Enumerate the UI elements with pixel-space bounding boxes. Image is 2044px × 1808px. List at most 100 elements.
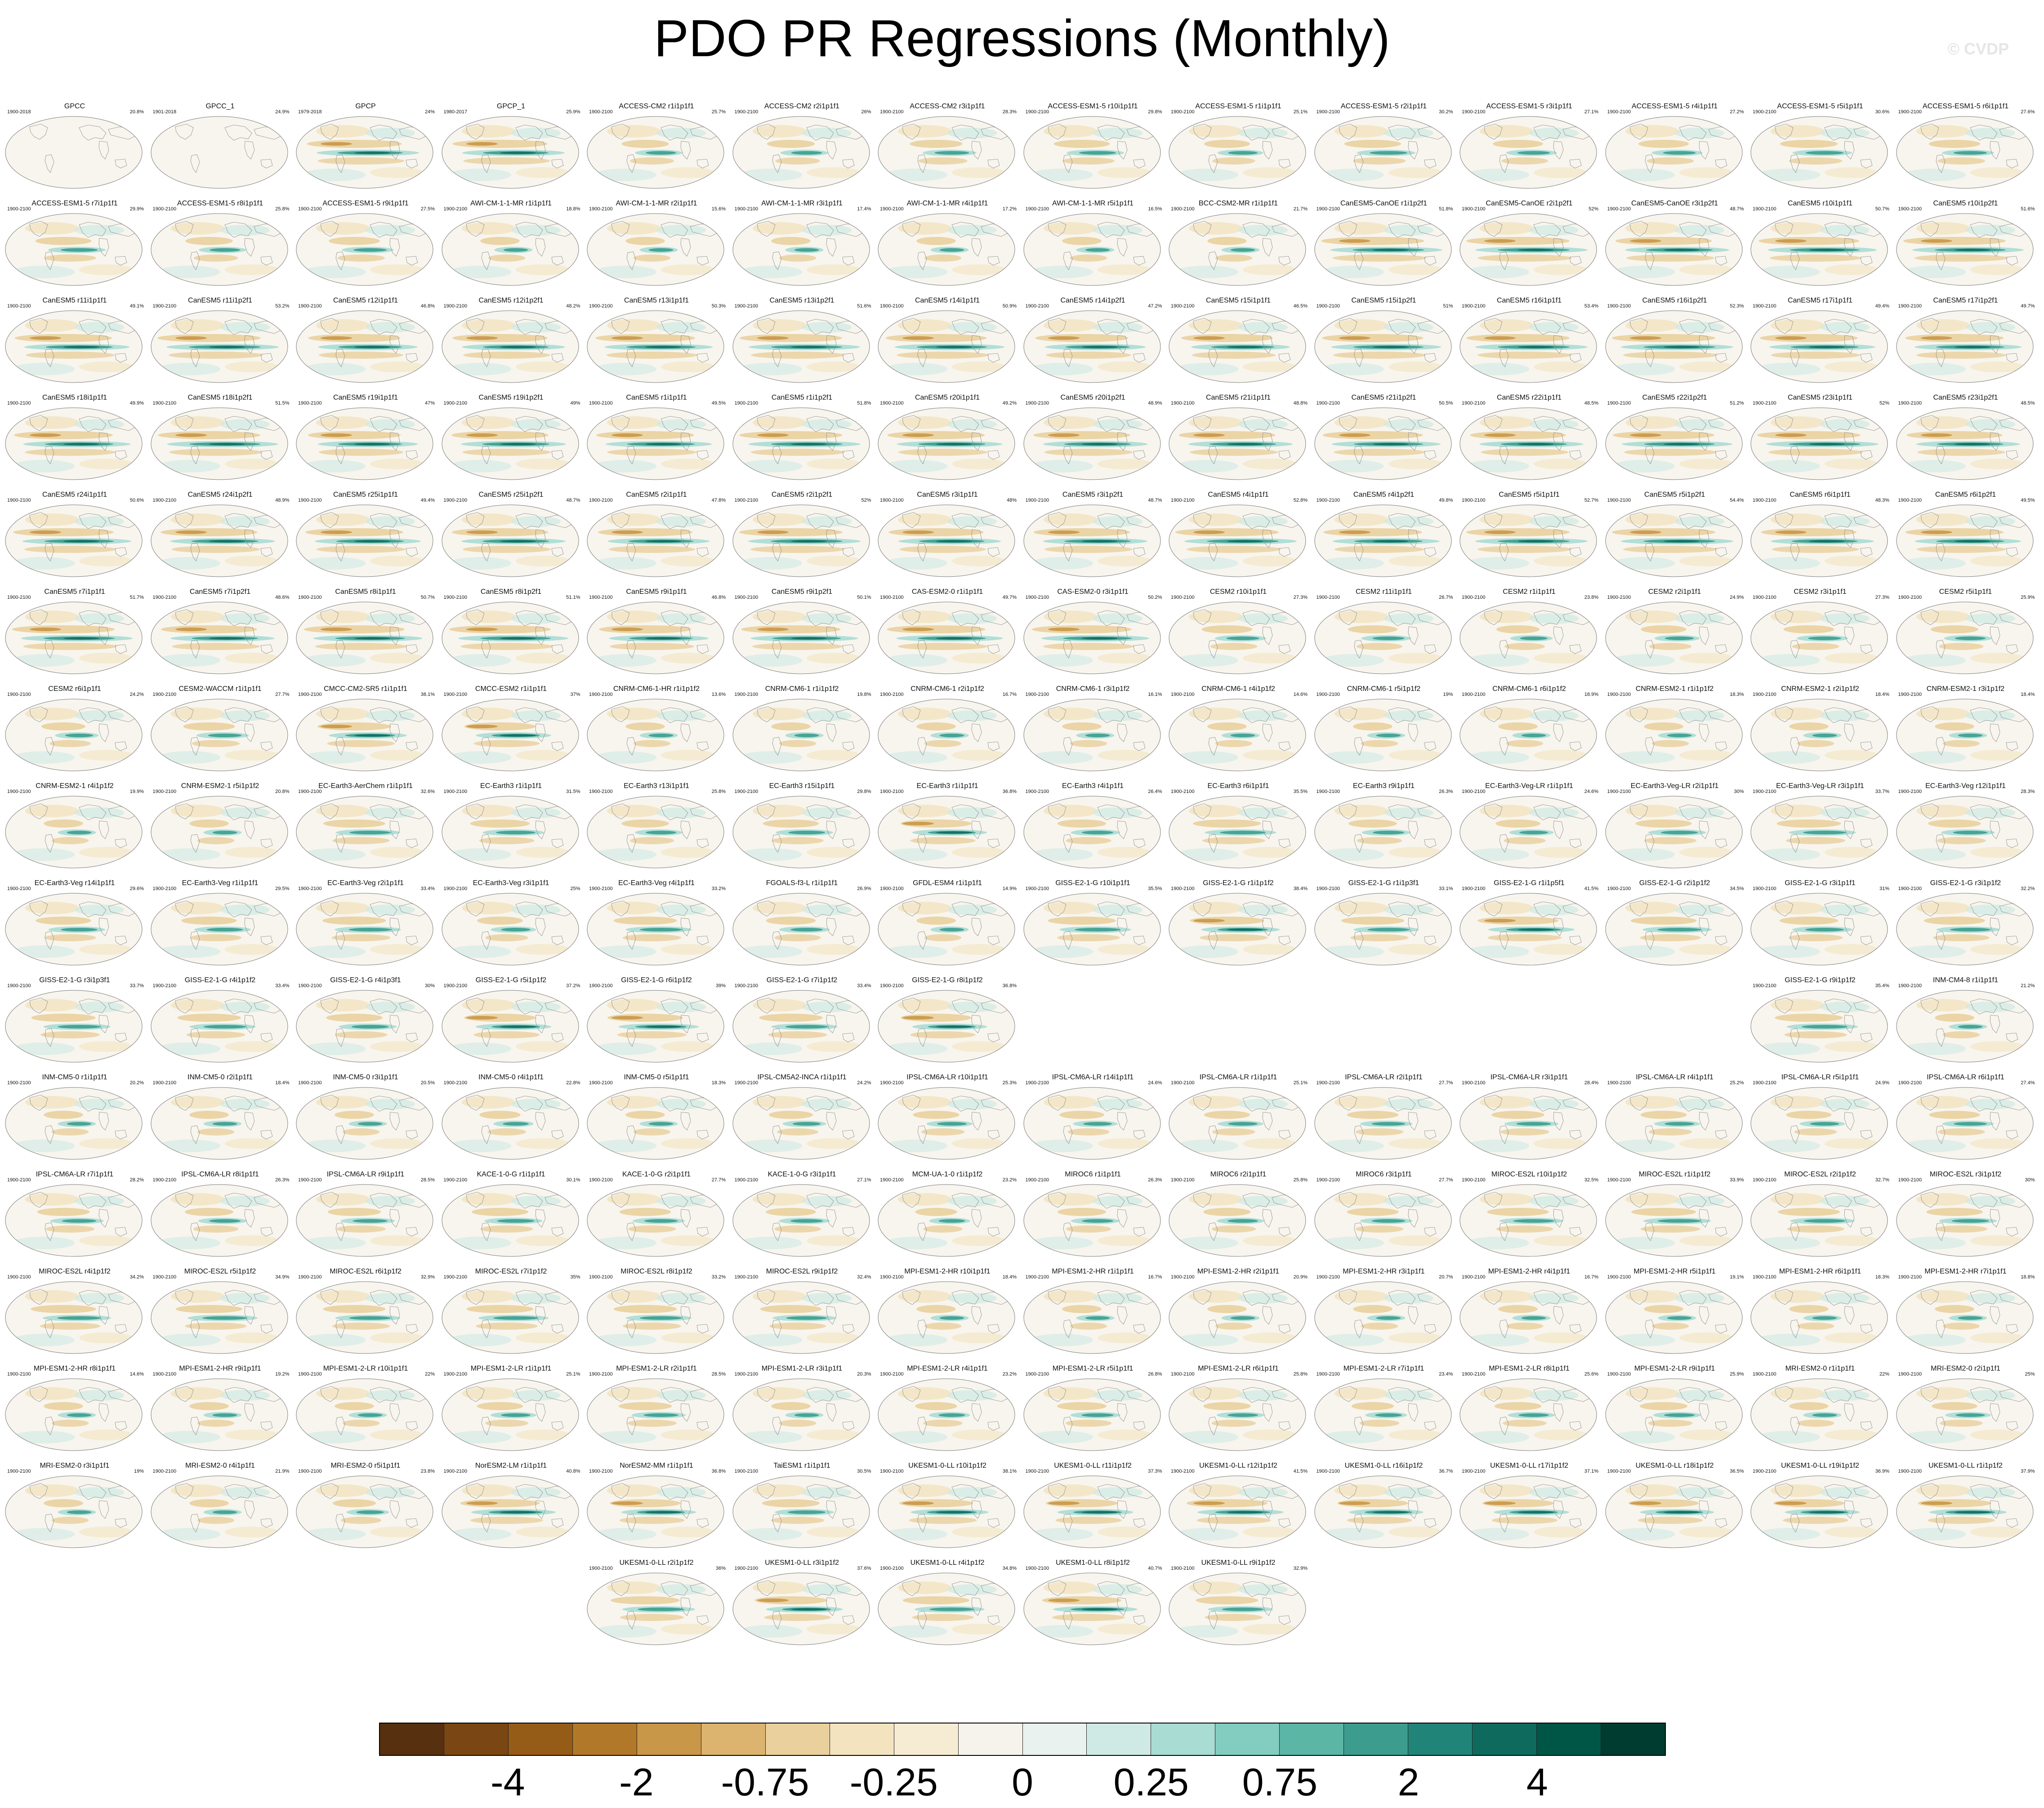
- panel-percent: 33.2%: [711, 1274, 726, 1280]
- panel-percent: 25.1%: [566, 1372, 580, 1377]
- map-panel: MPI-ESM1-2-LR r7i1p1f1 1900-2100 23.4%: [1312, 1365, 1456, 1505]
- panel-title: CanESM5 r6i1p2f1: [1935, 491, 1996, 499]
- regression-map: [151, 1184, 288, 1257]
- regression-map: [1169, 407, 1306, 480]
- regression-map: [1605, 1087, 1742, 1160]
- map-panel: EC-Earth3-Veg r3i1p1f1 1900-2100 25%: [439, 879, 583, 1020]
- regression-map: [1459, 699, 1597, 771]
- panel-years: 1900-2100: [1171, 303, 1195, 309]
- panel-percent: 28.5%: [711, 1372, 726, 1377]
- panel-percent: 29.6%: [129, 886, 144, 891]
- panel-percent: 20.7%: [1439, 1274, 1453, 1280]
- panel-years: 1900-2100: [152, 595, 177, 600]
- map-panel: EC-Earth3-Veg r12i1p1f1 1900-2100 28.3%: [1894, 782, 2038, 922]
- panel-years: 1900-2100: [880, 1274, 904, 1280]
- regression-map: [1314, 699, 1451, 771]
- panel-title: MIROC-ES2L r10i1p1f2: [1491, 1171, 1567, 1178]
- map-panel: CanESM5 r9i1p2f1 1900-2100 50.1%: [730, 588, 874, 728]
- panel-title: ACCESS-ESM1-5 r4i1p1f1: [1631, 102, 1718, 110]
- regression-map: [1314, 1087, 1451, 1160]
- panel-percent: 24.2%: [857, 1080, 871, 1086]
- panel-percent: 49.7%: [1002, 595, 1017, 600]
- map-panel: CNRM-ESM2-1 r1i1p1f2 1900-2100 18.3%: [1603, 685, 1747, 825]
- map-panel: CanESM5 r17i1p1f1 1900-2100 49.4%: [1748, 297, 1892, 437]
- panel-percent: 18.3%: [711, 1080, 726, 1086]
- panel-title: UKESM1-0-LL r17i1p1f2: [1490, 1462, 1568, 1470]
- regression-map: [1169, 213, 1306, 286]
- panel-title: CanESM5 r12i1p1f1: [333, 297, 398, 304]
- panel-percent: 47.2%: [1148, 303, 1162, 309]
- regression-map: [587, 1087, 724, 1160]
- regression-map: [732, 1184, 870, 1257]
- map-panel: TaiESM1 r1i1p1f1 1900-2100 30.5%: [730, 1462, 874, 1602]
- panel-title: UKESM1-0-LL r4i1p1f2: [910, 1559, 985, 1567]
- panel-years: 1900-2100: [298, 206, 322, 212]
- panel-percent: 48.8%: [1293, 401, 1308, 406]
- panel-title: NorESM2-MM r1i1p1f1: [620, 1462, 693, 1470]
- regression-map: [1750, 504, 1888, 577]
- panel-title: CanESM5 r20i1p1f1: [915, 394, 980, 401]
- map-panel: ACCESS-ESM1-5 r2i1p1f1 1900-2100 30.2%: [1312, 102, 1456, 243]
- panel-title: INM-CM5-0 r5i1p1f1: [624, 1073, 689, 1081]
- map-panel: EC-Earth3-Veg r1i1p1f1 1900-2100 29.5%: [148, 879, 292, 1020]
- map-panel: MIROC-ES2L r8i1p1f2 1900-2100 33.2%: [585, 1268, 728, 1408]
- map-panel: IPSL-CM6A-LR r5i1p1f1 1900-2100 24.9%: [1748, 1073, 1892, 1214]
- panel-percent: 49.7%: [2021, 303, 2035, 309]
- map-panel: GISS-E2-1-G r1i1p5f1 1900-2100 41.5%: [1457, 879, 1601, 1020]
- panel-title: CanESM5 r24i1p1f1: [42, 491, 107, 499]
- panel-title: CNRM-ESM2-1 r3i1p1f2: [1926, 685, 2005, 693]
- panel-years: 1900-2100: [1171, 1274, 1195, 1280]
- colorbar-tick-label: -4: [490, 1761, 525, 1804]
- regression-map: [1023, 310, 1160, 383]
- regression-map: [5, 310, 143, 383]
- map-panel: GISS-E2-1-G r8i1p1f2 1900-2100 36.8%: [875, 976, 1019, 1117]
- colorbar-swatch: [1087, 1723, 1151, 1755]
- regression-map: [1314, 1378, 1451, 1451]
- regression-map: [151, 1087, 288, 1160]
- regression-map: [1023, 1572, 1160, 1645]
- colorbar-tick-label: 2: [1397, 1761, 1419, 1804]
- panel-title: CanESM5 r18i1p1f1: [42, 394, 107, 401]
- panel-title: CNRM-CM6-1 r4i1p1f2: [1201, 685, 1275, 693]
- map-panel: EC-Earth3-Veg r2i1p1f1 1900-2100 33.4%: [294, 879, 437, 1020]
- panel-title: EC-Earth3 r9i1p1f1: [1353, 782, 1415, 790]
- map-panel: CanESM5 r7i1p2f1 1900-2100 48.6%: [148, 588, 292, 728]
- panel-percent: 21.2%: [2021, 983, 2035, 989]
- panel-years: 1900-2100: [1607, 886, 1631, 891]
- regression-map: [296, 213, 433, 286]
- regression-map: [1023, 893, 1160, 966]
- panel-title: CanESM5 r2i1p2f1: [771, 491, 833, 499]
- panel-years: 1900-2100: [589, 595, 613, 600]
- panel-title: CESM2 r1i1p1f1: [1503, 588, 1556, 596]
- regression-map: [1896, 796, 2033, 868]
- panel-percent: 24.9%: [1730, 595, 1744, 600]
- panel-title: CanESM5 r10i1p1f1: [1787, 200, 1853, 207]
- regression-map: [296, 1087, 433, 1160]
- panel-percent: 50.5%: [1439, 401, 1453, 406]
- panel-years: 1900-2100: [1607, 1274, 1631, 1280]
- map-panel: MRI-ESM2-0 r4i1p1f1 1900-2100 21.9%: [148, 1462, 292, 1602]
- panel-percent: 47.8%: [711, 498, 726, 503]
- map-panel: INM-CM5-0 r2i1p1f1 1900-2100 18.4%: [148, 1073, 292, 1214]
- panel-title: MPI-ESM1-2-LR r1i1p1f1: [470, 1365, 552, 1372]
- panel-title: CanESM5 r7i1p1f1: [44, 588, 105, 596]
- panel-years: 1900-2100: [1607, 789, 1631, 794]
- panel-title: UKESM1-0-LL r9i1p1f2: [1201, 1559, 1276, 1567]
- panel-percent: 38.1%: [1002, 1469, 1017, 1474]
- panel-title: MIROC-ES2L r8i1p1f2: [620, 1268, 692, 1275]
- regression-map: [1169, 1184, 1306, 1257]
- regression-map: [5, 213, 143, 286]
- regression-map: [442, 213, 579, 286]
- regression-map: [878, 1475, 1015, 1548]
- map-panel: MRI-ESM2-0 r2i1p1f1 1900-2100 25%: [1894, 1365, 2038, 1505]
- map-panel: GPCP 1979-2018 24%: [294, 102, 437, 243]
- panel-years: 1900-2100: [1171, 1469, 1195, 1474]
- regression-map: [1023, 504, 1160, 577]
- panel-title: GISS-E2-1-G r4i1p3f1: [330, 976, 401, 984]
- regression-map: [1314, 504, 1451, 577]
- panel-percent: 33.9%: [1730, 1177, 1744, 1183]
- panel-percent: 32.5%: [1584, 1177, 1598, 1183]
- panel-percent: 48.5%: [2021, 401, 2035, 406]
- colorbar-swatch: [894, 1723, 959, 1755]
- panel-title: MRI-ESM2-0 r2i1p1f1: [1931, 1365, 2000, 1372]
